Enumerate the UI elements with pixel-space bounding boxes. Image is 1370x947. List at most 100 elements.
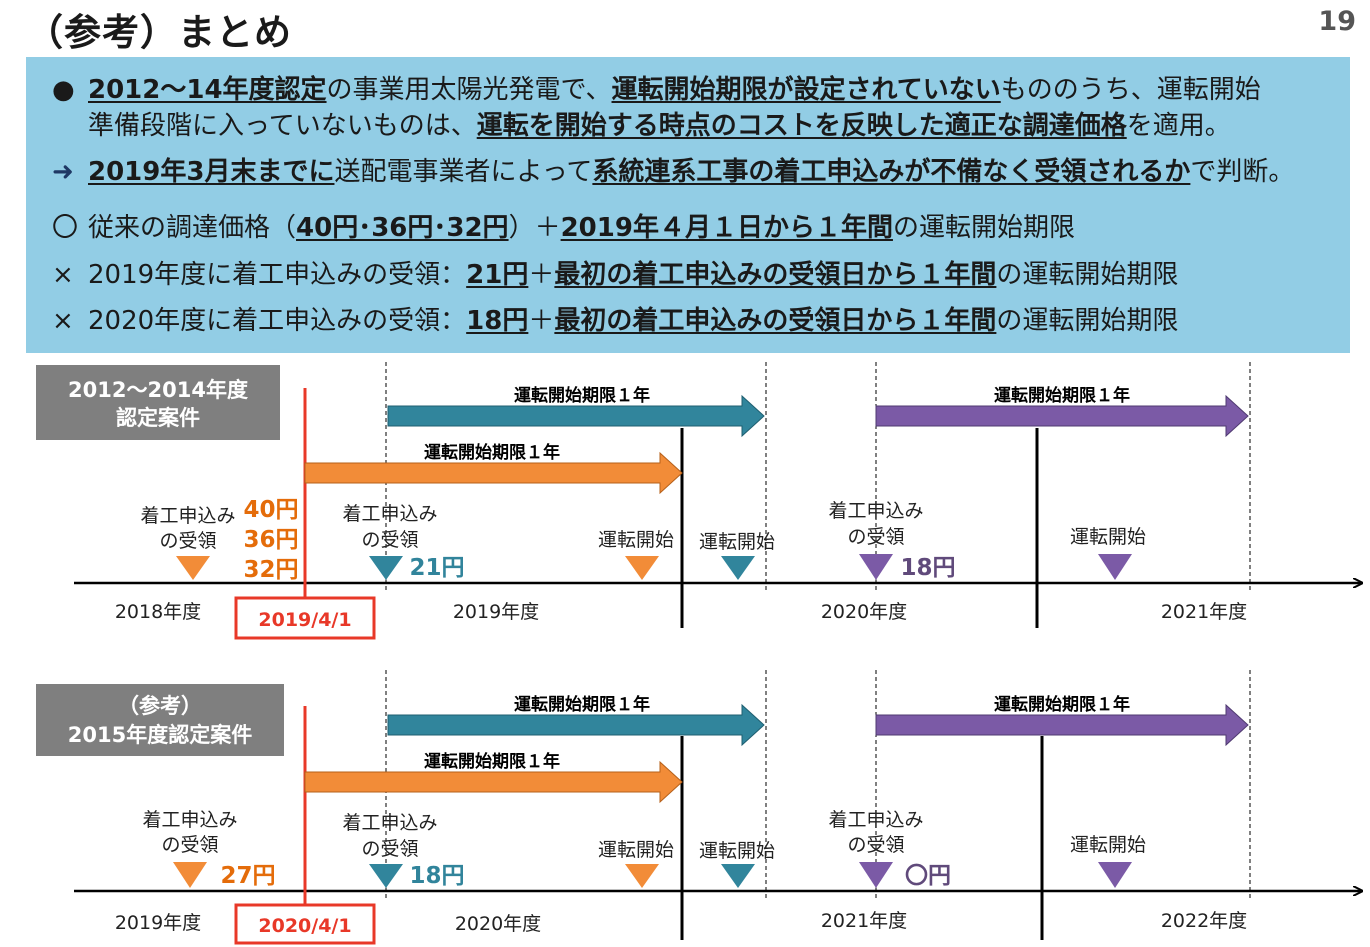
plain-text: の運転開始期限	[892, 213, 1075, 243]
plain-text: の運転開始期限	[996, 306, 1179, 336]
plain-text: の運転開始期限	[996, 260, 1179, 290]
deadline-arrow-teal	[387, 703, 765, 747]
cutoff-date: 2020/4/1	[258, 915, 351, 937]
start-label: 運転開始	[598, 839, 674, 861]
bullet-dot-icon: ●	[52, 75, 75, 105]
plain-text: ＋	[528, 306, 555, 336]
teal-triangle-marker	[721, 556, 755, 580]
plain-text: の事業用太陽光発電で、	[326, 75, 612, 105]
plain-text: 2019年度に着工申込みの受領：	[88, 260, 467, 290]
summary-line-6: × 2020年度に着工申込みの受領：18円＋最初の着工申込みの受領日から１年間の運…	[52, 305, 1178, 337]
cutoff-date: 2019/4/1	[258, 609, 351, 631]
emph-text: 系統連系工事の着工申込みが不備なく受領されるか	[592, 157, 1191, 187]
start-label: 運転開始	[1070, 526, 1146, 548]
emph-text: 21円	[466, 260, 529, 290]
orange-triangle-marker	[176, 556, 210, 580]
start-label: 運転開始	[1070, 834, 1146, 856]
cross-icon: ×	[52, 306, 74, 336]
emph-text: 2019年3月末までに	[88, 157, 335, 187]
teal-triangle-marker	[721, 864, 755, 888]
receipt-label: 着工申込み	[828, 500, 923, 522]
plain-text: 2020年度に着工申込みの受領：	[88, 306, 467, 336]
deadline-arrow-teal	[387, 394, 765, 438]
timeline-label-line2: 2015年度認定案件	[68, 723, 252, 747]
plain-text: を適用。	[1126, 111, 1231, 141]
year-label: 2021年度	[1161, 601, 1247, 623]
price-label-purple: 18円	[900, 555, 955, 581]
plain-text: もののうち、運転開始	[1000, 75, 1261, 105]
timeline-label-line1: 2012～2014年度	[68, 378, 248, 402]
plain-text: ＋	[528, 260, 555, 290]
orange-triangle-marker	[173, 862, 207, 888]
emph-text: 運転を開始する時点のコストを反映した適正な調達価格	[476, 111, 1127, 141]
timeline-2: （参考） 2015年度認定案件 2020/4/1 運転開始期限１年 運転開始期限…	[36, 670, 1362, 945]
summary-line-1: ● 2012～14年度認定の事業用太陽光発電で、運転開始期限が設定されていないもの…	[52, 74, 1261, 106]
price-label-orange: 32円	[243, 557, 298, 583]
year-label: 2019年度	[453, 601, 539, 623]
teal-triangle-marker	[369, 556, 403, 580]
emph-text: 最初の着工申込みの受領日から１年間	[554, 260, 997, 290]
start-label: 運転開始	[598, 529, 674, 551]
plain-text: で判断。	[1190, 157, 1295, 187]
deadline-label: 運転開始期限１年	[994, 694, 1130, 715]
receipt-label: 着工申込み	[140, 505, 235, 527]
price-label-purple: 〇円	[905, 863, 951, 889]
orange-triangle-marker	[625, 556, 659, 580]
timeline-1: 2012～2014年度 認定案件 2019/4/1 運転開始期限１年 運転開始期…	[36, 362, 1362, 640]
emph-text: 最初の着工申込みの受領日から１年間	[554, 306, 997, 336]
emph-text: 運転開始期限が設定されていない	[611, 75, 1001, 105]
plain-text: 準備段階に入っていないものは、	[88, 111, 477, 141]
emph-text: 2019年４月１日から１年間	[560, 213, 893, 243]
receipt-label: の受領	[161, 834, 218, 856]
price-label-teal: 21円	[409, 555, 464, 581]
purple-triangle-marker	[859, 554, 893, 580]
timeline-label-box	[36, 684, 284, 756]
plain-text: 従来の調達価格（	[88, 213, 297, 243]
emph-text: 18円	[466, 306, 529, 336]
emph-text: 2012～14年度認定	[88, 75, 327, 105]
receipt-label: の受領	[847, 834, 904, 856]
circle-icon: 〇	[52, 213, 79, 243]
timeline-label-box	[36, 365, 280, 440]
receipt-label: 着工申込み	[828, 809, 923, 831]
plain-text: 送配電事業者によって	[334, 157, 593, 187]
summary-box: ● 2012～14年度認定の事業用太陽光発電で、運転開始期限が設定されていないもの…	[26, 57, 1350, 353]
summary-line-4: 〇従来の調達価格（40円･36円･32円）＋2019年４月１日から１年間の運転開…	[52, 212, 1075, 244]
receipt-label: の受領	[361, 529, 418, 551]
cutoff-date-box	[234, 596, 376, 640]
deadline-label: 運転開始期限１年	[514, 694, 650, 715]
deadline-label: 運転開始期限１年	[514, 385, 650, 406]
teal-triangle-marker	[369, 864, 403, 888]
year-label: 2020年度	[455, 913, 541, 935]
timeline-label-line1: （参考）	[118, 694, 202, 718]
deadline-arrow-purple	[875, 394, 1249, 438]
year-label: 2021年度	[821, 910, 907, 932]
deadline-arrow-purple	[875, 703, 1249, 747]
price-label-orange: 40円	[243, 497, 298, 523]
receipt-label: の受領	[361, 838, 418, 860]
price-label-teal: 18円	[409, 863, 464, 889]
cross-icon: ×	[52, 260, 74, 290]
start-label: 運転開始	[699, 840, 775, 862]
arrow-right-icon: ➜	[52, 157, 74, 187]
deadline-label: 運転開始期限１年	[424, 442, 560, 463]
deadline-arrow-orange	[304, 451, 683, 495]
receipt-label: の受領	[847, 526, 904, 548]
purple-triangle-marker	[1098, 554, 1132, 580]
year-label: 2019年度	[115, 912, 201, 934]
receipt-label: 着工申込み	[342, 812, 437, 834]
page-number: 19	[1318, 6, 1356, 37]
receipt-label: 着工申込み	[342, 503, 437, 525]
cutoff-date-box	[234, 903, 376, 945]
year-label: 2020年度	[821, 601, 907, 623]
emph-text: 40円･36円･32円	[296, 213, 509, 243]
receipt-label: 着工申込み	[142, 809, 237, 831]
deadline-arrow-orange	[304, 760, 683, 804]
price-label-orange: 36円	[243, 527, 298, 553]
summary-line-3: ➜ 2019年3月末までに送配電事業者によって系統連系工事の着工申込みが不備なく受…	[52, 156, 1294, 188]
start-label: 運転開始	[699, 531, 775, 553]
price-label-orange: 27円	[220, 863, 275, 889]
timeline-label-line2: 認定案件	[116, 406, 200, 430]
purple-triangle-marker	[1098, 862, 1132, 888]
